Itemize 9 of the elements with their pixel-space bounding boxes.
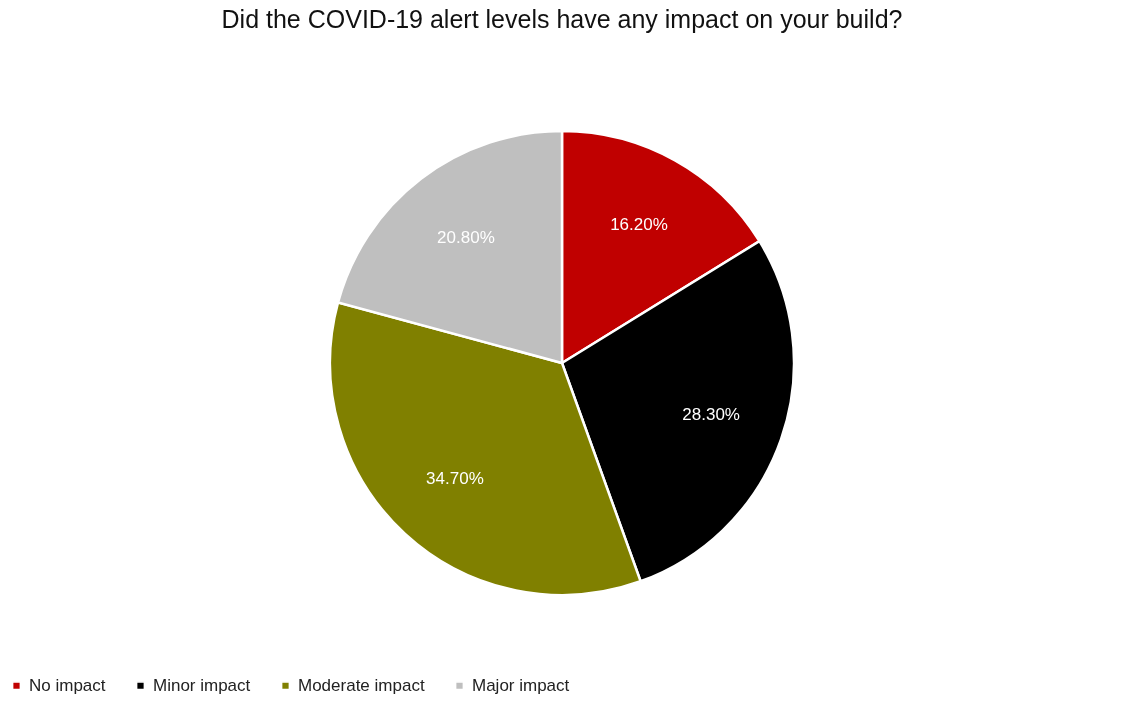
legend-label: Moderate impact [298,675,425,695]
chart-title: Did the COVID-19 alert levels have any impact on your build? [221,5,903,33]
legend-label: Major impact [472,675,570,695]
legend-label: Minor impact [153,675,251,695]
data-label: 34.70% [426,469,484,489]
data-label: 16.20% [610,215,668,235]
legend-label: No impact [29,675,106,695]
data-label: 20.80% [437,227,495,247]
data-label: 28.30% [682,405,740,425]
